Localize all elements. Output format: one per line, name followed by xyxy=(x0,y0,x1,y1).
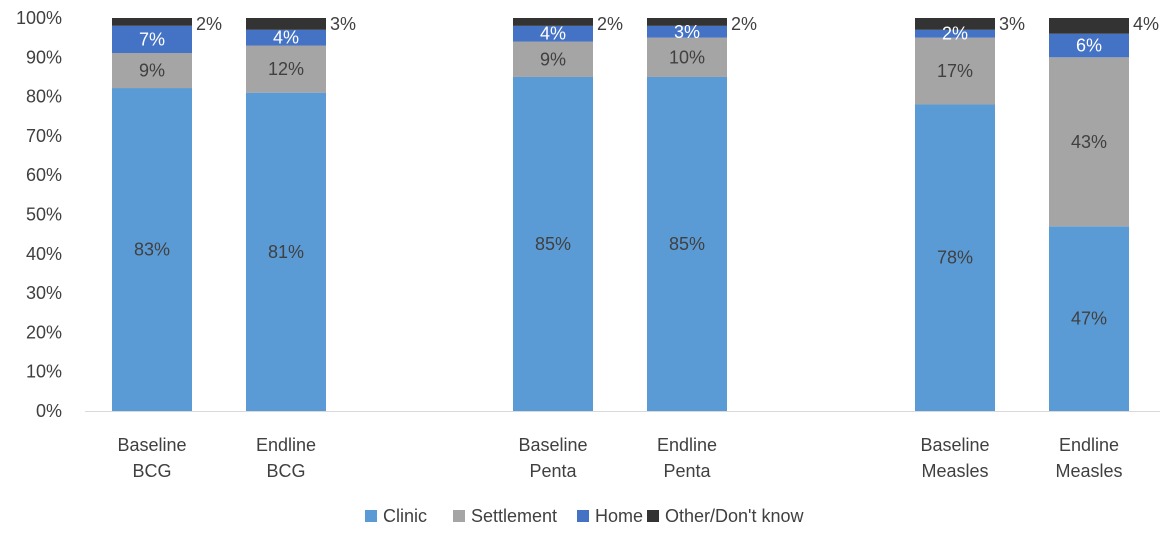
legend: Clinic Settlement Home Other/Don't know xyxy=(365,506,804,526)
data-label: 3% xyxy=(999,14,1025,34)
y-tick-label: 90% xyxy=(26,47,62,67)
legend-swatch xyxy=(453,510,465,522)
data-label: 83% xyxy=(134,240,170,260)
data-label: 78% xyxy=(937,248,973,268)
bar-segment xyxy=(1049,226,1129,411)
x-category-label: Endline xyxy=(256,435,316,455)
data-label: 81% xyxy=(268,242,304,262)
bar-segment xyxy=(112,88,192,411)
bar-segment xyxy=(1049,33,1129,58)
data-label: 4% xyxy=(1133,14,1159,34)
legend-swatch xyxy=(577,510,589,522)
bar-segment xyxy=(246,45,326,93)
legend-item: Other/Don't know xyxy=(647,506,804,526)
legend-item: Home xyxy=(577,506,643,526)
legend-label: Other/Don't know xyxy=(665,506,804,526)
y-tick-label: 100% xyxy=(16,8,62,28)
x-category-label: BCG xyxy=(266,461,305,481)
y-tick-label: 40% xyxy=(26,244,62,264)
data-label: 3% xyxy=(674,22,700,42)
data-label: 9% xyxy=(139,61,165,81)
x-category-label: Baseline xyxy=(117,435,186,455)
data-label: 6% xyxy=(1076,36,1102,56)
bar-segment xyxy=(647,37,727,77)
bar-segment xyxy=(915,18,995,30)
bar-segment xyxy=(513,25,593,42)
legend-label: Home xyxy=(595,506,643,526)
y-tick-label: 30% xyxy=(26,283,62,303)
legend-label: Settlement xyxy=(471,506,557,526)
legend-swatch xyxy=(647,510,659,522)
y-tick-label: 80% xyxy=(26,87,62,107)
bars xyxy=(112,18,1129,412)
bar-segment xyxy=(915,29,995,38)
legend-item: Settlement xyxy=(453,506,557,526)
bar-segment xyxy=(647,25,727,38)
y-tick-label: 60% xyxy=(26,165,62,185)
data-labels: 83% 9% 7% 2% 81% 12% 4% 3% 85% 9% 4% 2% 85% 10% 3% 2% 78… xyxy=(134,14,1159,329)
data-label: 2% xyxy=(731,14,757,34)
legend-label: Clinic xyxy=(383,506,427,526)
bar-segment xyxy=(915,104,995,412)
data-label: 2% xyxy=(597,14,623,34)
x-category-label: Measles xyxy=(921,461,988,481)
data-label: 85% xyxy=(669,234,705,254)
bar-segment xyxy=(1049,57,1129,227)
legend-item: Clinic xyxy=(365,506,427,526)
data-label: 3% xyxy=(330,14,356,34)
data-label: 47% xyxy=(1071,309,1107,329)
data-label: 12% xyxy=(268,59,304,79)
bar-segment xyxy=(246,29,326,46)
bar-segment xyxy=(915,37,995,105)
bar-segment xyxy=(246,18,326,30)
bar-segment xyxy=(513,18,593,26)
bar-segment xyxy=(112,53,192,89)
x-category-label: Baseline xyxy=(518,435,587,455)
x-category-label: Endline xyxy=(657,435,717,455)
x-axis: Baseline BCG Endline BCG Baseline Penta Endlin… xyxy=(85,411,1160,481)
x-category-label: Penta xyxy=(529,461,577,481)
data-label: 10% xyxy=(669,47,705,67)
data-label: 2% xyxy=(942,24,968,44)
y-tick-label: 10% xyxy=(26,362,62,382)
data-label: 17% xyxy=(937,61,973,81)
bar-segment xyxy=(112,25,192,54)
x-category-label: Measles xyxy=(1055,461,1122,481)
bar-segment xyxy=(246,92,326,412)
data-label: 4% xyxy=(273,28,299,48)
bar-segment xyxy=(647,18,727,26)
legend-swatch xyxy=(365,510,377,522)
x-category-label: Penta xyxy=(663,461,711,481)
data-label: 9% xyxy=(540,49,566,69)
data-label: 2% xyxy=(196,14,222,34)
data-label: 85% xyxy=(535,234,571,254)
bar-segment xyxy=(513,41,593,77)
x-category-label: BCG xyxy=(132,461,171,481)
y-tick-label: 70% xyxy=(26,126,62,146)
x-category-label: Baseline xyxy=(920,435,989,455)
bar-segment xyxy=(1049,18,1129,34)
y-tick-label: 20% xyxy=(26,322,62,342)
data-label: 4% xyxy=(540,24,566,44)
bar-segment xyxy=(112,18,192,26)
bar-segment xyxy=(513,76,593,411)
bar-segment xyxy=(647,76,727,411)
data-label: 43% xyxy=(1071,132,1107,152)
y-axis: 0% 10% 20% 30% 40% 50% 60% 70% 80% 90% 100% xyxy=(16,8,62,421)
y-tick-label: 0% xyxy=(36,401,62,421)
y-tick-label: 50% xyxy=(26,205,62,225)
x-category-label: Endline xyxy=(1059,435,1119,455)
data-label: 7% xyxy=(139,29,165,49)
